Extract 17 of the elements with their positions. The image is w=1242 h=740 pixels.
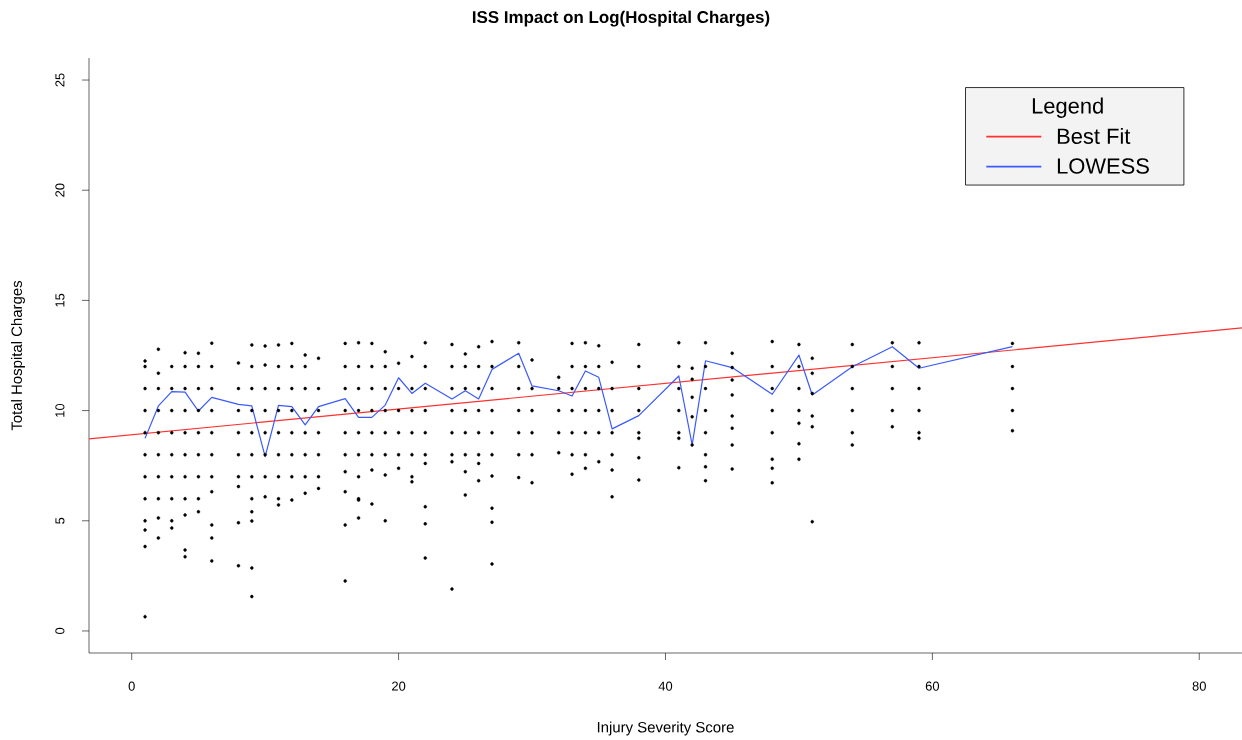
- y-axis-title: Total Hospital Charges: [11, 280, 25, 431]
- y-tick-label: 20: [55, 183, 65, 197]
- y-tick-label: 15: [55, 293, 65, 307]
- x-tick-label: 80: [1192, 681, 1206, 691]
- x-tick-label: 60: [925, 681, 940, 691]
- legend-label: LOWESS: [1057, 158, 1149, 174]
- legend-title: Legend: [1032, 97, 1103, 118]
- chart-title: ISS Impact on Log(Hospital Charges): [472, 10, 770, 27]
- y-tick-label: 10: [55, 403, 65, 417]
- y-tick-label: 0: [55, 627, 65, 635]
- legend-label: Best Fit: [1057, 127, 1131, 144]
- y-tick-label: 25: [55, 73, 65, 87]
- x-tick-label: 0: [128, 681, 135, 691]
- x-axis-title: Injury Severity Score: [597, 721, 734, 736]
- y-tick-label: 5: [55, 517, 65, 524]
- x-tick-label: 40: [658, 681, 673, 691]
- x-tick-label: 20: [392, 681, 406, 691]
